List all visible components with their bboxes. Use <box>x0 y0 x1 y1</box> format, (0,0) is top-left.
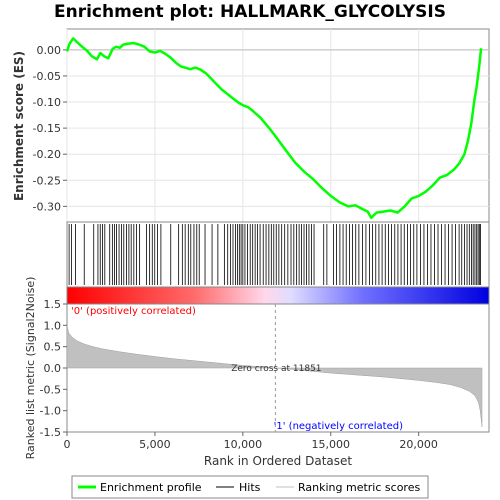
es-y-axis-label: Enrichment score (ES) <box>12 51 26 201</box>
chart-title: Enrichment plot: HALLMARK_GLYCOLYSIS <box>54 2 446 22</box>
legend-metric-label: Ranking metric scores <box>298 481 420 494</box>
x-axis-ticks: 0 5,000 10,000 15,000 20,000 <box>64 432 438 451</box>
metric-y-tick-label: -1.0 <box>40 405 61 418</box>
zero-cross-annotation: Zero cross at 11851 <box>231 364 321 374</box>
rank-color-bar <box>66 286 490 305</box>
metric-y-axis-label: Ranked list metric (Signal2Noise) <box>24 277 37 460</box>
metric-y-tick-label: 0.5 <box>44 341 62 354</box>
es-y-axis-ticks: 0.00 -0.05 -0.10 -0.15 -0.20 -0.25 -0.30 <box>33 44 67 213</box>
es-y-tick-label: -0.10 <box>33 96 61 109</box>
hits-panel-frame <box>66 221 490 288</box>
ranking-metric-area <box>66 325 483 427</box>
x-axis-label: Rank in Ordered Dataset <box>204 454 352 468</box>
x-tick-label: 15,000 <box>312 438 351 451</box>
x-tick-label: 0 <box>64 438 71 451</box>
x-tick-label: 10,000 <box>224 438 263 451</box>
hits-group <box>68 224 481 285</box>
es-y-tick-label: -0.20 <box>33 148 61 161</box>
metric-y-axis-ticks: 1.5 1.0 0.5 0.0 -0.5 -1.0 -1.5 <box>40 298 67 439</box>
legend-hits-label: Hits <box>239 481 261 494</box>
es-profile-line <box>65 37 483 220</box>
x-tick-label: 20,000 <box>399 438 438 451</box>
es-gridlines <box>66 29 489 222</box>
metric-y-tick-label: -1.5 <box>40 426 61 439</box>
metric-y-tick-label: 0.0 <box>44 362 62 375</box>
es-y-tick-label: -0.05 <box>33 70 61 83</box>
metric-y-tick-label: 1.5 <box>44 298 62 311</box>
negative-correlation-label: '1' (negatively correlated) <box>274 421 403 432</box>
legend-profile-label: Enrichment profile <box>100 481 202 494</box>
metric-y-tick-label: -0.5 <box>40 383 61 396</box>
es-y-tick-label: -0.25 <box>33 174 61 187</box>
positive-correlation-label: '0' (positively correlated) <box>71 306 196 317</box>
x-tick-label: 5,000 <box>139 438 171 451</box>
legend-box <box>71 475 429 499</box>
es-series-group <box>65 37 483 220</box>
es-y-tick-label: -0.30 <box>33 200 61 213</box>
es-y-tick-label: -0.15 <box>33 122 61 135</box>
metric-y-tick-label: 1.0 <box>44 319 62 332</box>
es-y-tick-label: 0.00 <box>37 44 62 57</box>
